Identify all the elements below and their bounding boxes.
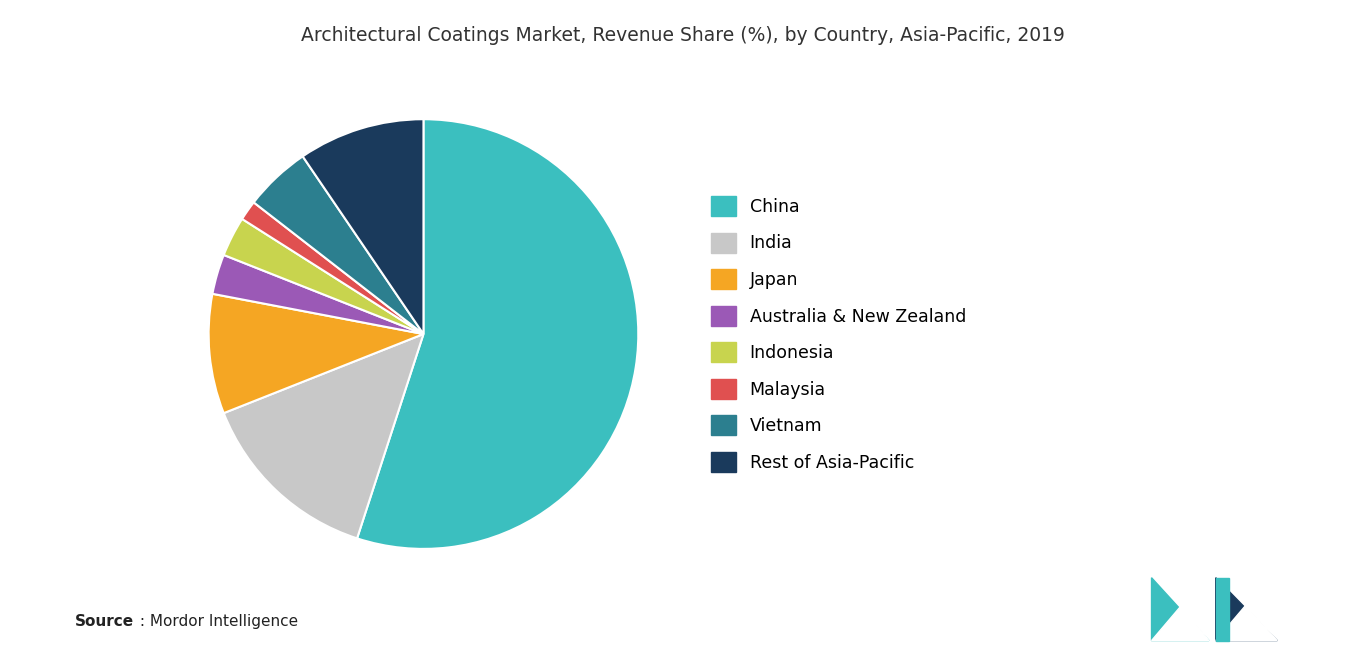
Wedge shape <box>209 294 423 413</box>
Wedge shape <box>357 119 638 549</box>
Polygon shape <box>1216 578 1277 641</box>
Wedge shape <box>224 334 423 538</box>
Polygon shape <box>1216 605 1277 641</box>
Text: Source: Source <box>75 614 134 629</box>
Text: : Mordor Intelligence: : Mordor Intelligence <box>135 614 298 629</box>
Wedge shape <box>242 202 423 334</box>
Wedge shape <box>224 219 423 334</box>
Wedge shape <box>254 157 423 334</box>
Polygon shape <box>1152 578 1209 641</box>
Polygon shape <box>1152 605 1209 641</box>
Wedge shape <box>303 119 423 334</box>
Wedge shape <box>213 255 423 334</box>
Text: Architectural Coatings Market, Revenue Share (%), by Country, Asia-Pacific, 2019: Architectural Coatings Market, Revenue S… <box>301 26 1065 45</box>
Legend: China, India, Japan, Australia & New Zealand, Indonesia, Malaysia, Vietnam, Rest: China, India, Japan, Australia & New Zea… <box>712 196 966 472</box>
Polygon shape <box>1216 578 1229 641</box>
